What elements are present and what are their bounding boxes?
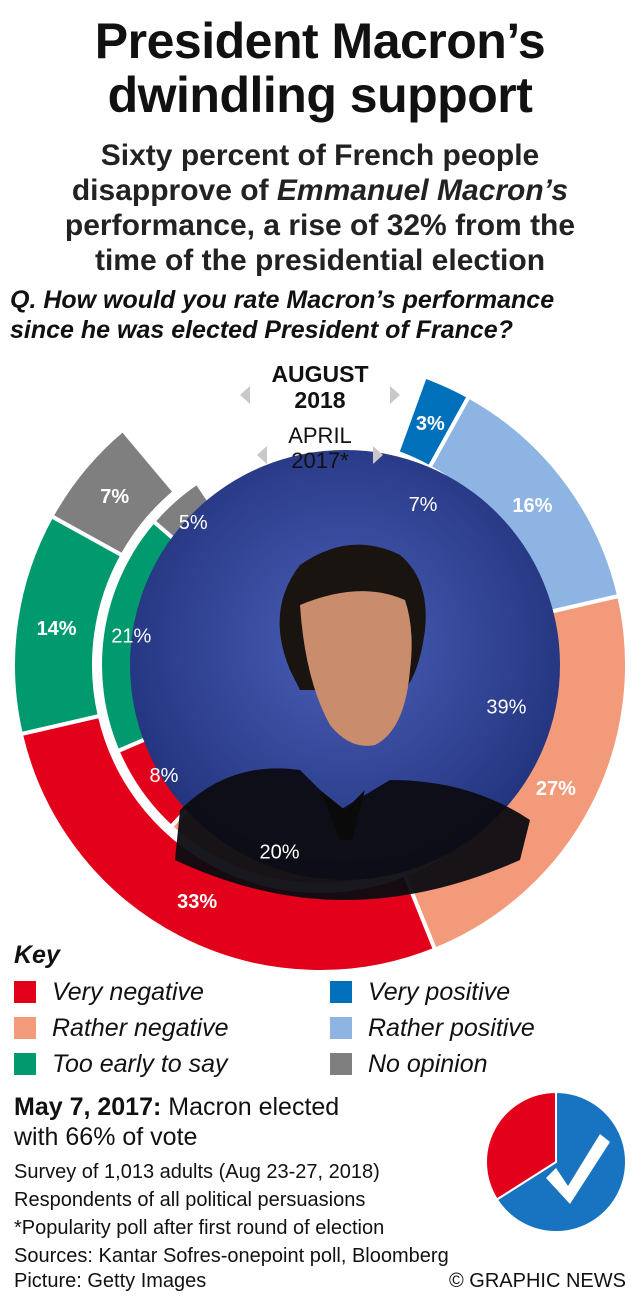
legend-very-positive: Very positive [330,977,510,1007]
legend-label: Rather positive [368,1013,535,1042]
subtitle-line-4: time of the presidential election [94,244,546,277]
inner-ring-label: APRIL 2017* [288,423,352,473]
outer-ring-label-year: 2018 [294,387,345,413]
outer-left-arrow-icon [240,386,250,404]
slice-labels: 3% 16% 27% 33% 14% 7% 7% 39% 20% 8% 21% 5% [37,413,577,913]
subtitle-line-3: performance, a rise of 32% from the [64,209,576,242]
macron-photo [130,450,560,900]
legend-label: No opinion [368,1049,488,1078]
title-line-2: dwindling support [107,67,533,123]
legend-rather-negative: Rather negative [14,1013,229,1043]
note-sources: Sources: Kantar Sofres-onepoint poll, Bl… [14,1245,449,1267]
legend-label: Very positive [368,977,511,1006]
legend-too-early: Too early to say [14,1049,228,1079]
election-vote-pie [485,1090,627,1233]
outer-slice-no-opinion [48,427,178,559]
legend-very-negative: Very negative [14,977,204,1007]
page-title: President Macron’s dwindling support [0,14,640,122]
legend-swatch [330,1053,352,1075]
inner-left-arrow-icon [257,446,267,464]
inner-label-rather-positive: 39% [486,697,526,719]
subtitle: Sixty percent of French people disapprov… [0,138,640,278]
inner-label-too-early-to-say: 21% [111,626,151,648]
outer-label-very-positive: 3% [416,413,445,435]
note-respondents: Respondents of all political persuasions [14,1189,366,1211]
outer-ring-label: AUGUST 2018 [271,361,368,413]
outer-label-rather-negative: 27% [536,778,576,800]
key-title: Key [14,941,60,969]
election-date: May 7, 2017: [14,1093,162,1121]
survey-question: Q. How would you rate Macron’s performan… [10,285,635,345]
vote-slice-other [485,1090,557,1201]
inner-right-arrow-icon [373,446,383,464]
legend-swatch [14,1017,36,1039]
subtitle-line-2-name: Emmanuel Macron’s [276,174,569,207]
notes: Survey of 1,013 adults (Aug 23-27, 2018)… [14,1158,484,1270]
check-icon [546,1134,610,1204]
legend-swatch [330,981,352,1003]
vote-pie-slices [485,1090,627,1233]
legend-label: Too early to say [52,1049,228,1078]
inner-label-very-positive: 7% [409,494,438,516]
inner-ring-label-month: APRIL [288,423,352,448]
inner-label-very-negative: 8% [149,765,178,787]
outer-right-arrow-icon [390,386,400,404]
election-note: May 7, 2017: Macron elected with 66% of … [14,1092,394,1152]
graphic-news-brand: © GRAPHIC NEWS [449,1270,626,1292]
legend-label: Rather negative [52,1013,229,1042]
question-line-1: Q. How would you rate Macron’s performan… [10,286,555,314]
vote-slice-macron [495,1090,627,1233]
subtitle-line-2: disapprove of Emmanuel Macron’s [0,173,640,208]
legend-swatch [14,1053,36,1075]
election-text-1: Macron elected [161,1093,340,1121]
nested-donut-chart: AUGUST 2018 APRIL 2017* 3% 16% 27% 33% 14% 7%… [11,361,629,974]
note-footnote: *Popularity poll after first round of el… [14,1217,385,1239]
legend-swatch [14,981,36,1003]
outer-label-too-early-to-say: 14% [37,618,77,640]
inner-label-no-opinion: 5% [179,512,208,534]
legend-swatch [330,1017,352,1039]
inner-ring-label-year: 2017* [291,448,349,473]
outer-ring-label-month: AUGUST [271,361,368,387]
election-text-2: with 66% of vote [14,1123,198,1151]
question-line-2: since he was elected President of France… [10,316,513,344]
note-survey: Survey of 1,013 adults (Aug 23-27, 2018) [14,1161,380,1183]
legend-label: Very negative [52,977,204,1006]
subtitle-line-1: Sixty percent of French people [100,139,540,172]
outer-label-very-negative: 33% [177,891,217,913]
ring-pointer-arrows [240,386,400,464]
outer-label-rather-positive: 16% [512,495,552,517]
inner-label-rather-negative: 20% [259,842,299,864]
legend-rather-positive: Rather positive [330,1013,535,1043]
title-line-1: President Macron’s [94,13,546,69]
picture-credit: Picture: Getty Images [14,1270,207,1292]
outer-label-no-opinion: 7% [100,486,129,508]
subtitle-line-2-pre: disapprove of [71,174,277,207]
legend-no-opinion: No opinion [330,1049,488,1079]
outer-ring-august-2018 [11,373,629,974]
